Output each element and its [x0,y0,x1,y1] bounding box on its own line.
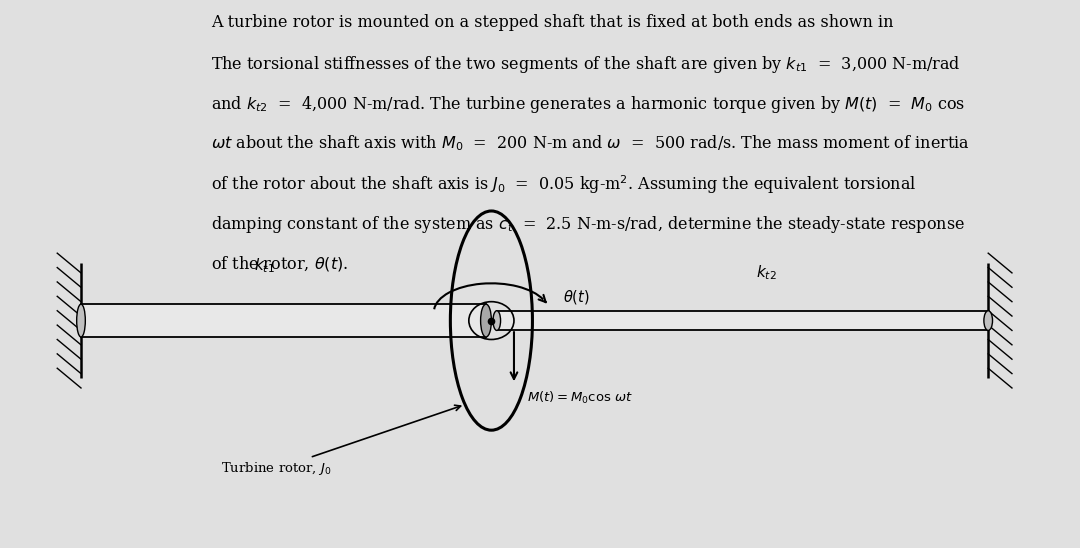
Text: $\theta(t)$: $\theta(t)$ [563,288,590,306]
Ellipse shape [77,304,85,337]
Text: $M(t) = M_0 \cos\,\omega t$: $M(t) = M_0 \cos\,\omega t$ [527,390,633,406]
Text: The torsional stiffnesses of the two segments of the shaft are given by $k_{t1}$: The torsional stiffnesses of the two seg… [211,54,960,75]
Text: of the rotor, $\theta(t)$.: of the rotor, $\theta(t)$. [211,254,348,273]
Ellipse shape [984,311,993,330]
Text: of the rotor about the shaft axis is $J_0$  =  0.05 kg-m$^2$. Assuming the equiv: of the rotor about the shaft axis is $J_… [211,174,916,196]
Text: $\omega t$ about the shaft axis with $M_0$  =  200 N-m and $\omega$  =  500 rad/: $\omega t$ about the shaft axis with $M_… [211,134,970,153]
Ellipse shape [481,304,491,337]
Text: Turbine rotor, $J_0$: Turbine rotor, $J_0$ [221,405,461,477]
Text: A turbine rotor is mounted on a stepped shaft that is fixed at both ends as show: A turbine rotor is mounted on a stepped … [211,14,893,31]
Ellipse shape [494,311,501,330]
Text: damping constant of the system as $c_t$  =  2.5 N-m-s/rad, determine the steady-: damping constant of the system as $c_t$ … [211,214,964,235]
Text: $k_{t2}$: $k_{t2}$ [756,263,778,282]
Text: $k_{t1}$: $k_{t1}$ [254,256,275,275]
Text: and $k_{t2}$  =  4,000 N-m/rad. The turbine generates a harmonic torque given by: and $k_{t2}$ = 4,000 N-m/rad. The turbin… [211,94,964,115]
